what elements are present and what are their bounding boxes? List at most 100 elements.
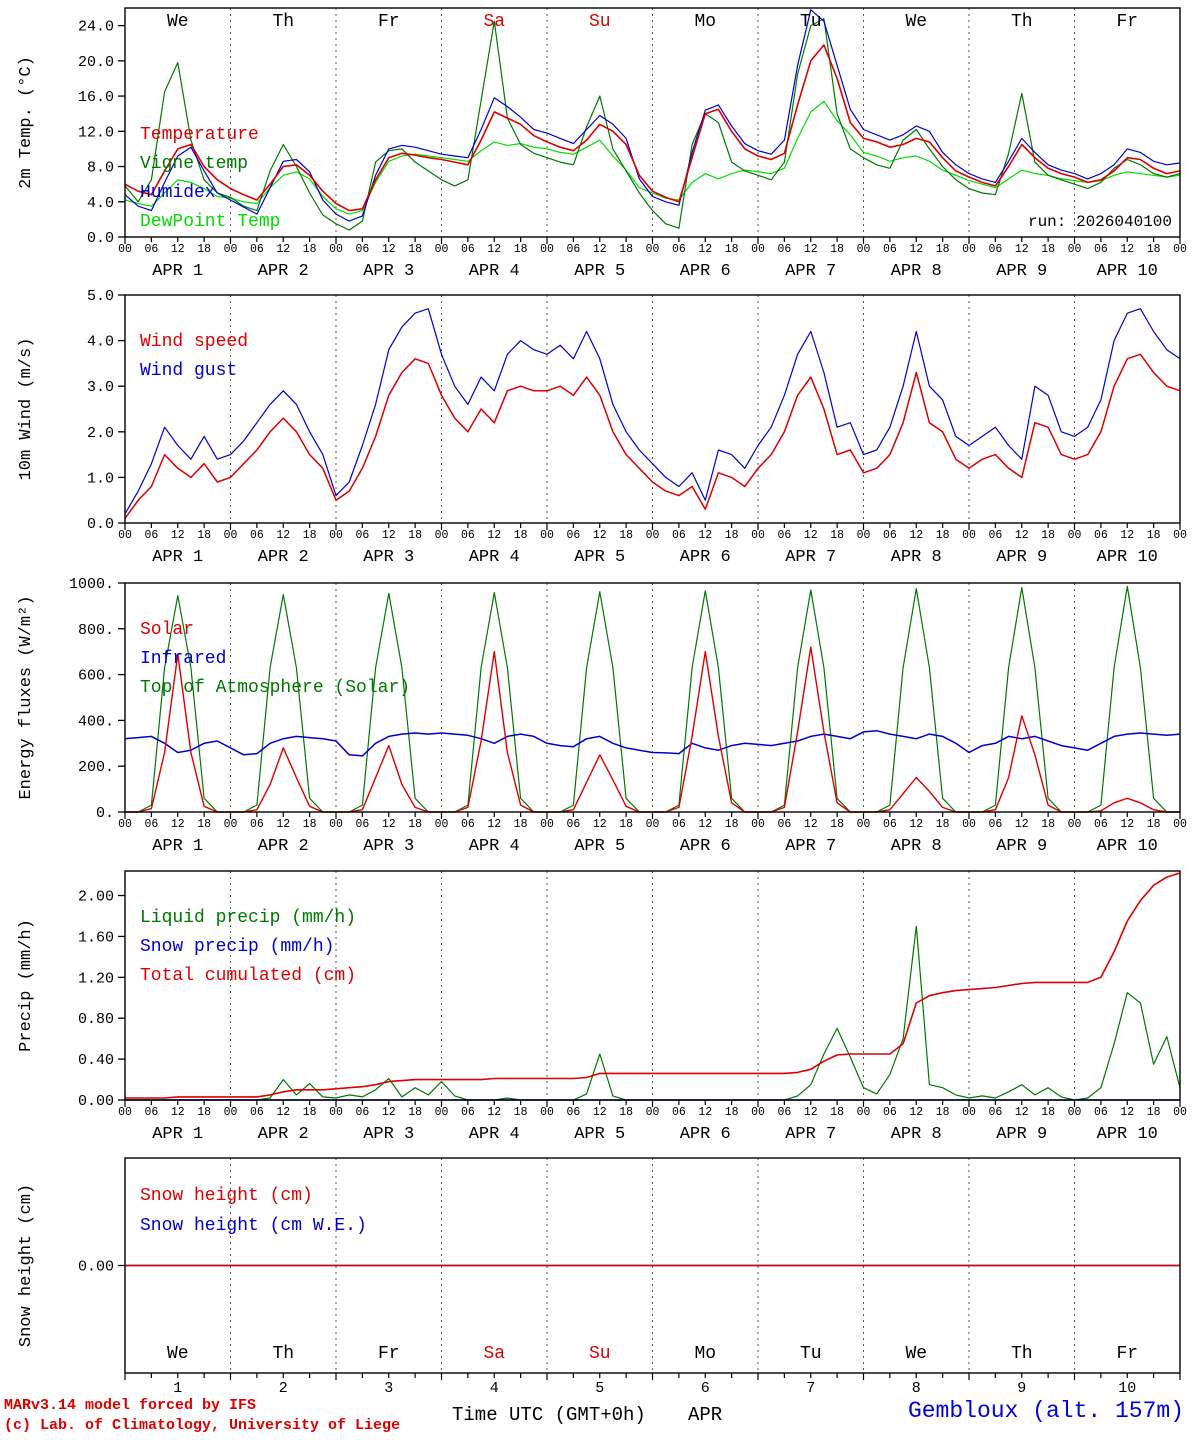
y-tick-label: 0.0 — [87, 516, 114, 533]
y-axis-title: 2m Temp. (°C) — [17, 56, 36, 189]
legend-item: Temperature — [140, 125, 259, 145]
hour-label: 06 — [777, 243, 791, 256]
series-infrared — [124, 729, 1181, 757]
hour-label: 06 — [355, 243, 369, 256]
day-label: APR 9 — [996, 548, 1047, 567]
y-tick-label: 16.0 — [78, 89, 114, 106]
hour-label: 18 — [1041, 818, 1055, 831]
day-label: APR 10 — [1097, 262, 1158, 281]
legend-item: Total cumulated (cm) — [140, 966, 356, 986]
credit-line-1: MARv3.14 model forced by IFS — [4, 1397, 257, 1414]
legend-item: Wind speed — [140, 332, 248, 352]
y-tick-label: 1.20 — [78, 970, 114, 987]
hour-label: 06 — [883, 243, 897, 256]
dow-label-top: Mo — [694, 12, 716, 32]
hour-label: 00 — [646, 243, 660, 256]
hour-label: 18 — [830, 529, 844, 542]
hour-label: 06 — [144, 818, 158, 831]
hour-label: 00 — [540, 529, 554, 542]
hour-label: 00 — [857, 243, 871, 256]
hour-label: 18 — [197, 243, 211, 256]
day-number: 5 — [595, 1380, 604, 1396]
hour-label: 06 — [250, 1106, 264, 1119]
hour-label: 06 — [250, 529, 264, 542]
dow-label-top: Su — [589, 12, 611, 32]
day-number: 4 — [490, 1380, 499, 1396]
hour-label: 12 — [1120, 243, 1134, 256]
hour-label: 18 — [408, 818, 422, 831]
legend-item: Top of Atmosphere (Solar) — [140, 678, 410, 698]
hour-label: 00 — [224, 243, 238, 256]
y-tick-label: 24.0 — [78, 19, 114, 36]
day-label: APR 2 — [258, 548, 309, 567]
hour-label: 12 — [804, 818, 818, 831]
hour-label: 06 — [144, 243, 158, 256]
hour-label: 06 — [250, 818, 264, 831]
hour-label: 00 — [540, 818, 554, 831]
hour-label: 12 — [698, 529, 712, 542]
hour-label: 00 — [962, 1106, 976, 1119]
series-vigne-temp — [124, 18, 1181, 231]
legend-item: Solar — [140, 620, 194, 640]
y-tick-label: 200. — [78, 759, 114, 776]
y-tick-label: 1.0 — [87, 470, 114, 487]
day-label: APR 2 — [258, 1125, 309, 1144]
hour-label: 18 — [619, 818, 633, 831]
hour-label: 00 — [118, 1106, 132, 1119]
hour-label: 00 — [751, 243, 765, 256]
hour-label: 18 — [514, 1106, 528, 1119]
hour-label: 18 — [725, 1106, 739, 1119]
y-tick-label: 4.0 — [87, 195, 114, 212]
hour-label: 00 — [329, 818, 343, 831]
day-number: 1 — [173, 1380, 182, 1396]
day-label: APR 7 — [785, 262, 836, 281]
hour-label: 00 — [329, 529, 343, 542]
hour-label: 06 — [988, 243, 1002, 256]
hour-label: 06 — [250, 243, 264, 256]
hour-label: 12 — [698, 243, 712, 256]
month-axis-label: APR — [688, 1404, 723, 1426]
hour-label: 06 — [1094, 818, 1108, 831]
hour-label: 12 — [382, 1106, 396, 1119]
meteogram-chart: 0.04.08.012.016.020.024.000 06 12 18 00 06 12 1… — [17, 7, 1187, 1396]
y-tick-label: 0.80 — [78, 1011, 114, 1028]
day-label: APR 4 — [469, 837, 520, 856]
hour-label: 12 — [909, 818, 923, 831]
hour-label: 06 — [355, 529, 369, 542]
hour-label: 00 — [1068, 243, 1082, 256]
credit-line-2: (c) Lab. of Climatology, University of L… — [4, 1417, 401, 1434]
hour-label: 06 — [777, 818, 791, 831]
legend-item: Infrared — [140, 649, 226, 669]
hour-label: 18 — [1147, 818, 1161, 831]
hour-label: 00 — [857, 1106, 871, 1119]
hour-label: 12 — [487, 243, 501, 256]
y-tick-label: 5.0 — [87, 288, 114, 305]
day-label: APR 6 — [680, 1125, 731, 1144]
day-label: APR 9 — [996, 837, 1047, 856]
hour-label: 00 — [224, 529, 238, 542]
hour-label: 18 — [619, 529, 633, 542]
hour-label: 18 — [1041, 243, 1055, 256]
hour-label: 12 — [698, 1106, 712, 1119]
legend-item: Wind gust — [140, 361, 237, 381]
hour-label: 12 — [171, 529, 185, 542]
day-label: APR 8 — [891, 262, 942, 281]
hour-label: 18 — [619, 1106, 633, 1119]
dow-label-bottom: Th — [272, 1344, 294, 1364]
dow-label-top: We — [167, 12, 189, 32]
y-tick-label: 0. — [96, 805, 114, 822]
hour-label: 12 — [593, 1106, 607, 1119]
hour-label: 18 — [303, 529, 317, 542]
y-axis-title: 10m Wind (m/s) — [17, 338, 36, 481]
hour-label: 18 — [725, 818, 739, 831]
day-label: APR 8 — [891, 837, 942, 856]
hour-label: 00 — [646, 529, 660, 542]
hour-label: 18 — [830, 1106, 844, 1119]
hour-label: 00 — [329, 243, 343, 256]
hour-label: 00 — [1068, 529, 1082, 542]
day-label: APR 3 — [363, 837, 414, 856]
hour-label: 18 — [725, 529, 739, 542]
dow-label-top: We — [905, 12, 927, 32]
panel-energy: 0. 200. 400. 600. 800. 1000. 00 06 12 18 00 06 12 18 0… — [17, 576, 1187, 856]
